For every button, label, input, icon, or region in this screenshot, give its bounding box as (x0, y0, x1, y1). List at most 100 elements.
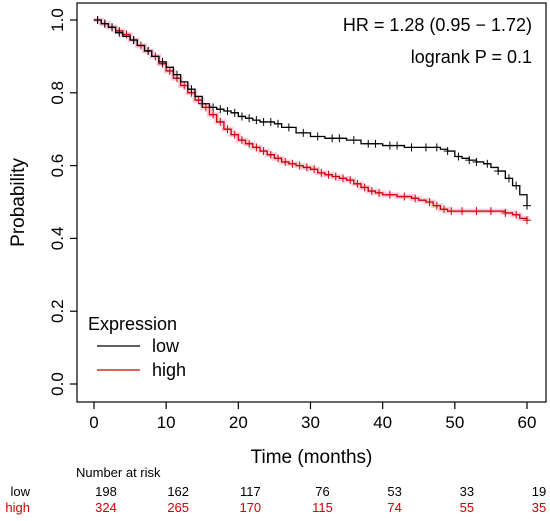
plot-border (76, 2, 547, 403)
censor-mark-high (209, 110, 218, 119)
censor-mark-high (346, 176, 355, 185)
censor-mark-low (245, 114, 254, 123)
censor-mark-high (201, 103, 210, 112)
censor-mark-high (288, 159, 297, 168)
y-axis-title: Probability (8, 158, 29, 247)
censor-mark-high (425, 198, 434, 206)
risk-value-low: 198 (95, 484, 117, 499)
x-tick-label: 30 (301, 413, 320, 432)
censor-mark-high (216, 117, 225, 126)
censor-mark-high (266, 150, 275, 159)
censor-mark-low (237, 112, 246, 121)
censor-mark-low (454, 152, 463, 161)
x-axis: 0 10 20 30 40 50 60 (89, 402, 536, 432)
censor-mark-high (458, 207, 467, 216)
risk-value-low: 53 (387, 484, 401, 499)
censor-mark-low (494, 167, 503, 176)
censor-mark-low (443, 147, 452, 156)
censor-mark-high (486, 207, 495, 216)
legend-label-high: high (152, 360, 186, 380)
censor-mark-high (501, 208, 510, 217)
censor-mark-high (180, 81, 189, 90)
censor-mark-high (523, 216, 531, 225)
risk-value-low: 117 (240, 484, 261, 499)
censor-mark-low (266, 117, 275, 126)
censor-mark-low (512, 181, 521, 190)
censor-mark-low (216, 105, 225, 114)
censor-mark-low (230, 108, 239, 117)
risk-value-low: 33 (460, 484, 474, 499)
censor-mark-low (198, 99, 207, 108)
censor-mark-low (483, 159, 492, 168)
censor-mark-high (245, 139, 254, 148)
censor-mark-high (472, 207, 481, 216)
censor-mark-low (259, 117, 268, 126)
series-layer (93, 16, 531, 225)
risk-value-low: 19 (532, 484, 546, 499)
censor-mark-low (385, 141, 394, 150)
risk-value-high: 74 (387, 500, 401, 515)
legend: Expression low high (88, 314, 186, 380)
censor-mark-high (237, 136, 246, 145)
y-tick-label: 0.2 (48, 299, 67, 323)
censor-mark-high (331, 172, 340, 181)
y-axis: 0.0 0.2 0.4 0.6 0.8 1.0 (48, 8, 77, 396)
censor-mark-low (274, 119, 283, 128)
y-tick-label: 0.4 (48, 227, 67, 251)
risk-row-name-high: high (5, 500, 30, 515)
censor-mark-low (172, 70, 181, 79)
y-tick-label: 0.0 (48, 372, 67, 396)
censor-mark-low (158, 57, 167, 66)
y-tick-label: 0.6 (48, 154, 67, 178)
censor-mark-high (317, 168, 326, 177)
censor-mark-high (353, 179, 362, 188)
plot-frame (76, 2, 547, 403)
censor-mark-low (364, 139, 373, 148)
censor-mark-low (108, 23, 117, 32)
censor-mark-high (302, 163, 311, 172)
censor-mark-low (335, 134, 344, 143)
censor-mark-low (252, 116, 261, 125)
censor-mark-high (400, 192, 409, 201)
risk-value-high: 265 (167, 500, 189, 515)
x-tick-label: 20 (229, 413, 248, 432)
censor-mark-high (375, 188, 384, 197)
censor-mark-high (295, 161, 304, 170)
censor-mark-high (440, 205, 449, 214)
censor-mark-low (328, 134, 337, 143)
censor-mark-high (360, 183, 369, 192)
risk-row-name-low: low (10, 484, 30, 499)
x-tick-label: 50 (445, 413, 464, 432)
censor-mark-low (432, 143, 441, 152)
censor-mark-high (447, 207, 456, 216)
censor-mark-low (100, 19, 109, 28)
censor-mark-low (472, 157, 481, 166)
x-tick-label: 40 (373, 413, 392, 432)
censor-mark-low (313, 132, 322, 141)
censor-mark-high (259, 147, 268, 156)
y-tick-label: 0.8 (48, 81, 67, 105)
risk-value-low: 162 (167, 484, 189, 499)
censor-mark-high (324, 170, 333, 179)
x-tick-label: 0 (89, 413, 98, 432)
censor-mark-low (187, 85, 196, 94)
censor-mark-low (299, 128, 308, 137)
censor-mark-high (230, 130, 239, 139)
x-tick-label: 60 (518, 413, 537, 432)
censor-mark-low (371, 139, 380, 148)
risk-table: Number at risk low 198 162 117 76 53 33 19 high 3… (5, 465, 546, 515)
censor-mark-low (223, 107, 232, 115)
censor-mark-low (465, 156, 474, 165)
x-tick-label: 10 (157, 413, 176, 432)
censor-mark-high (165, 66, 174, 75)
censor-mark-low (144, 46, 153, 55)
censor-mark-high (194, 96, 203, 105)
series-low (93, 16, 531, 210)
censor-mark-low (523, 201, 531, 210)
x-axis-title: Time (months) (251, 447, 373, 468)
censor-mark-high (310, 165, 319, 174)
censor-mark-high (338, 174, 347, 183)
censor-mark-high (385, 190, 394, 199)
